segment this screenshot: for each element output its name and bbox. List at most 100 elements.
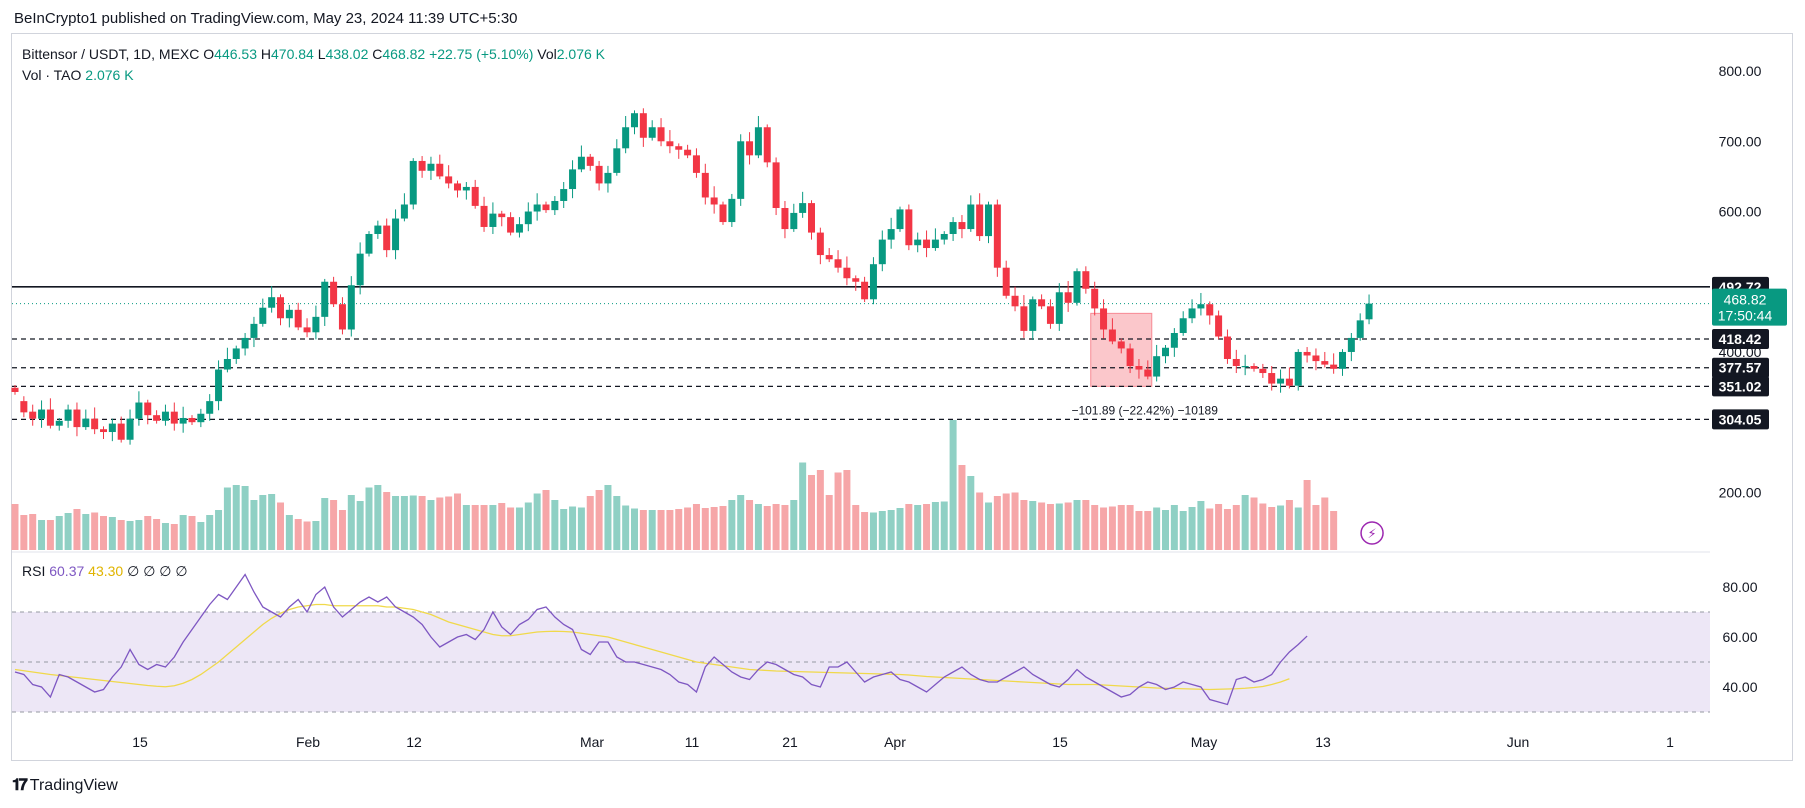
volume-bar (993, 496, 1001, 550)
candle-body (179, 417, 187, 424)
volume-bar (799, 462, 807, 550)
symbol-title: Bittensor / USDT, 1D, MEXC (22, 46, 200, 62)
candle-body (631, 113, 638, 128)
candle-body (719, 204, 727, 223)
volume-bar (445, 496, 453, 550)
candle-body (126, 418, 134, 440)
candle-body (1108, 329, 1116, 342)
volume-bar (356, 501, 364, 550)
volume-bar (1294, 507, 1302, 550)
vol-value: 2.076 K (556, 46, 606, 62)
volume-bar (648, 510, 656, 550)
volume-bar (1135, 511, 1143, 550)
volume-bar (967, 476, 975, 550)
candle-body (188, 417, 196, 423)
volume-bar (869, 512, 877, 550)
volume-bar (657, 510, 665, 550)
tradingview-footer[interactable]: 𝟏𝟕 TradingView (12, 777, 118, 795)
volume-bar (684, 507, 692, 550)
candle-body (940, 233, 948, 240)
price-axis-label: 800.00 (1719, 63, 1762, 79)
volume-bar (215, 510, 223, 550)
volume-bar (1108, 506, 1116, 550)
volume-bar (675, 509, 683, 550)
candle-body (1268, 373, 1276, 384)
candle-body (91, 418, 99, 430)
time-axis-label: May (1191, 734, 1217, 750)
volume-bar (347, 495, 355, 550)
volume-bar (613, 496, 621, 550)
rsi-label: RSI (22, 563, 46, 579)
candle-body (1073, 271, 1081, 303)
candle-body (577, 156, 585, 170)
volume-bar (666, 510, 674, 550)
candle-body (1046, 306, 1054, 324)
candle-body (330, 281, 338, 305)
low-value: 438.02 (325, 46, 369, 62)
volume-bar (551, 500, 559, 550)
candle-body (1064, 292, 1072, 303)
rsi-axis-label: 60.00 (1722, 629, 1757, 645)
volume-bar (604, 485, 612, 550)
volume-bar (746, 500, 754, 550)
volume-bar (728, 500, 736, 550)
candle-body (834, 259, 842, 268)
volume-bar (1126, 505, 1134, 550)
volume-bar (772, 504, 780, 550)
volume-bar (462, 505, 470, 550)
volume-bar (489, 505, 497, 550)
candle-body (1011, 295, 1019, 307)
volume-bar (1277, 505, 1285, 550)
measure-label: −101.89 (−22.42%) −10189 (1071, 403, 1218, 417)
volume-bar (692, 504, 700, 550)
candle-body (967, 204, 975, 230)
level-label-box (1712, 357, 1769, 378)
open-value: 446.53 (214, 46, 257, 62)
volume-bar (1232, 505, 1240, 550)
candle-body (586, 156, 594, 166)
candle-body (701, 172, 709, 198)
volume-bar (374, 485, 382, 550)
volume-bar (321, 498, 329, 550)
volume-bar (1285, 500, 1293, 550)
volume-bar (153, 519, 161, 550)
candle-body (1303, 351, 1311, 356)
level-label: 377.57 (1719, 360, 1762, 376)
candle-body (1206, 304, 1214, 316)
candle-body (657, 127, 665, 142)
volume-bar (383, 492, 391, 550)
candle-body (551, 200, 559, 211)
candle-body (223, 358, 231, 370)
rsi-legend: RSI 60.37 43.30 ∅ ∅ ∅ ∅ (22, 563, 188, 580)
volume-bar (1188, 507, 1196, 550)
tradingview-brand: TradingView (29, 777, 118, 794)
candle-body (1029, 299, 1037, 331)
candle-body (312, 316, 320, 333)
candle-body (259, 307, 267, 324)
volume-bar (852, 505, 860, 550)
candle-body (622, 127, 630, 149)
candle-body (1100, 308, 1108, 330)
rsi-axis-label: 40.00 (1722, 679, 1757, 695)
candle-body (772, 162, 780, 209)
candle-body (1330, 364, 1338, 369)
volume-bar (808, 475, 815, 550)
level-label-box (1712, 409, 1769, 430)
candle-body (303, 327, 311, 333)
volume-bar (1312, 505, 1320, 550)
candle-body (639, 113, 647, 138)
candle-body (754, 127, 762, 156)
candle-body (728, 198, 736, 223)
volume-bar (365, 487, 373, 550)
time-axis-label: Jun (1507, 734, 1530, 750)
volume-bar (931, 502, 939, 550)
volume-bar (480, 505, 488, 550)
candle-body (20, 401, 28, 413)
candle-body (887, 229, 895, 240)
volume-bar (179, 515, 187, 550)
rsi-axis-label: 80.00 (1722, 579, 1757, 595)
volume-bar (241, 486, 249, 550)
candle-body (1170, 333, 1178, 348)
candle-body (1215, 315, 1223, 337)
